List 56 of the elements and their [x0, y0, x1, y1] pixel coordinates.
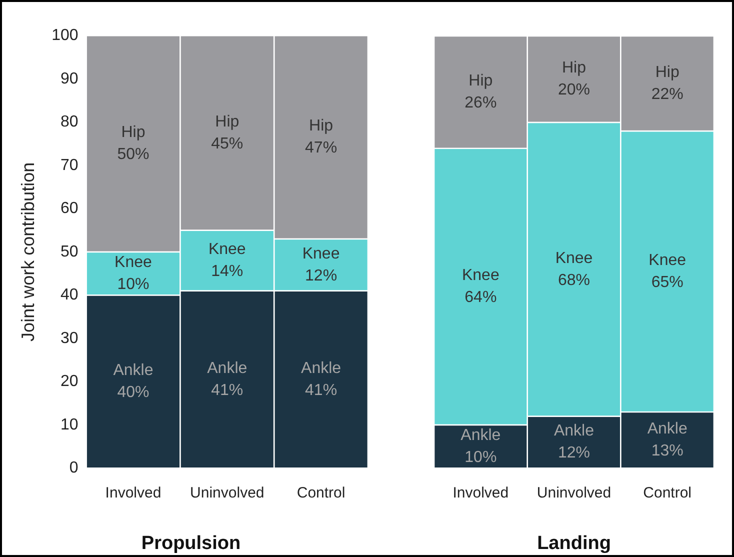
text: Knee — [208, 240, 246, 258]
text: Ankle — [554, 422, 594, 440]
data-label: 41% — [305, 382, 338, 399]
text: Knee — [302, 245, 340, 262]
y-tick-label: 90 — [60, 70, 78, 88]
text: Hip — [655, 64, 680, 81]
data-label: 41% — [211, 382, 244, 399]
text: Hip — [215, 113, 240, 130]
text: Hip — [309, 118, 334, 135]
series-label: Hip — [562, 60, 586, 77]
data-label: 22% — [651, 86, 684, 103]
x-tick-label: Control — [296, 484, 346, 502]
y-tick-label: 0 — [69, 460, 78, 477]
y-axis-title: Joint work contribution — [18, 162, 38, 342]
x-tick-label: Involved — [105, 484, 162, 502]
data-label: 14% — [211, 262, 244, 280]
series-label: Knee — [555, 250, 593, 267]
text: Landing — [537, 532, 611, 554]
y-tick-label: 80 — [60, 114, 78, 131]
series-label: Knee — [114, 254, 152, 271]
series-label: Ankle — [460, 426, 501, 444]
data-label: 40% — [117, 384, 150, 402]
data-label: 64% — [464, 289, 497, 306]
text: Knee — [462, 267, 500, 284]
x-tick-label: Uninvolved — [190, 484, 264, 502]
x-tick-label: Uninvolved — [536, 484, 612, 502]
y-tick-label: 10 — [60, 416, 78, 434]
data-label: 13% — [651, 442, 684, 460]
y-tick-label: 50 — [60, 243, 78, 260]
y-tick-label: 40 — [60, 286, 78, 304]
data-label: 10% — [464, 448, 497, 466]
data-label: 12% — [558, 444, 590, 462]
text: Ankle — [647, 420, 688, 438]
y-tick-label: 20 — [60, 373, 78, 390]
series-label: Ankle — [207, 360, 248, 377]
series-label: Hip — [121, 124, 146, 142]
data-label: 12% — [305, 267, 338, 284]
data-label: 26% — [464, 94, 497, 112]
data-label: 20% — [558, 82, 590, 99]
y-tick-label: 70 — [60, 156, 78, 174]
data-label: 65% — [651, 274, 684, 291]
data-label: 10% — [117, 276, 150, 293]
y-tick-label: 100 — [52, 27, 78, 44]
data-label: 45% — [211, 135, 244, 152]
data-label: 50% — [117, 146, 150, 164]
text: Hip — [468, 72, 493, 90]
x-tick-label: Control — [643, 484, 692, 502]
text: Ankle — [113, 362, 154, 380]
y-tick-label: 30 — [60, 330, 78, 347]
y-tick-label: 60 — [60, 200, 78, 218]
text: Ankle — [301, 360, 342, 377]
text: Propulsion — [141, 532, 241, 554]
data-label: 68% — [558, 272, 590, 289]
text: Knee — [648, 252, 686, 269]
x-tick-label: Involved — [452, 484, 509, 502]
data-label: 47% — [305, 140, 338, 157]
